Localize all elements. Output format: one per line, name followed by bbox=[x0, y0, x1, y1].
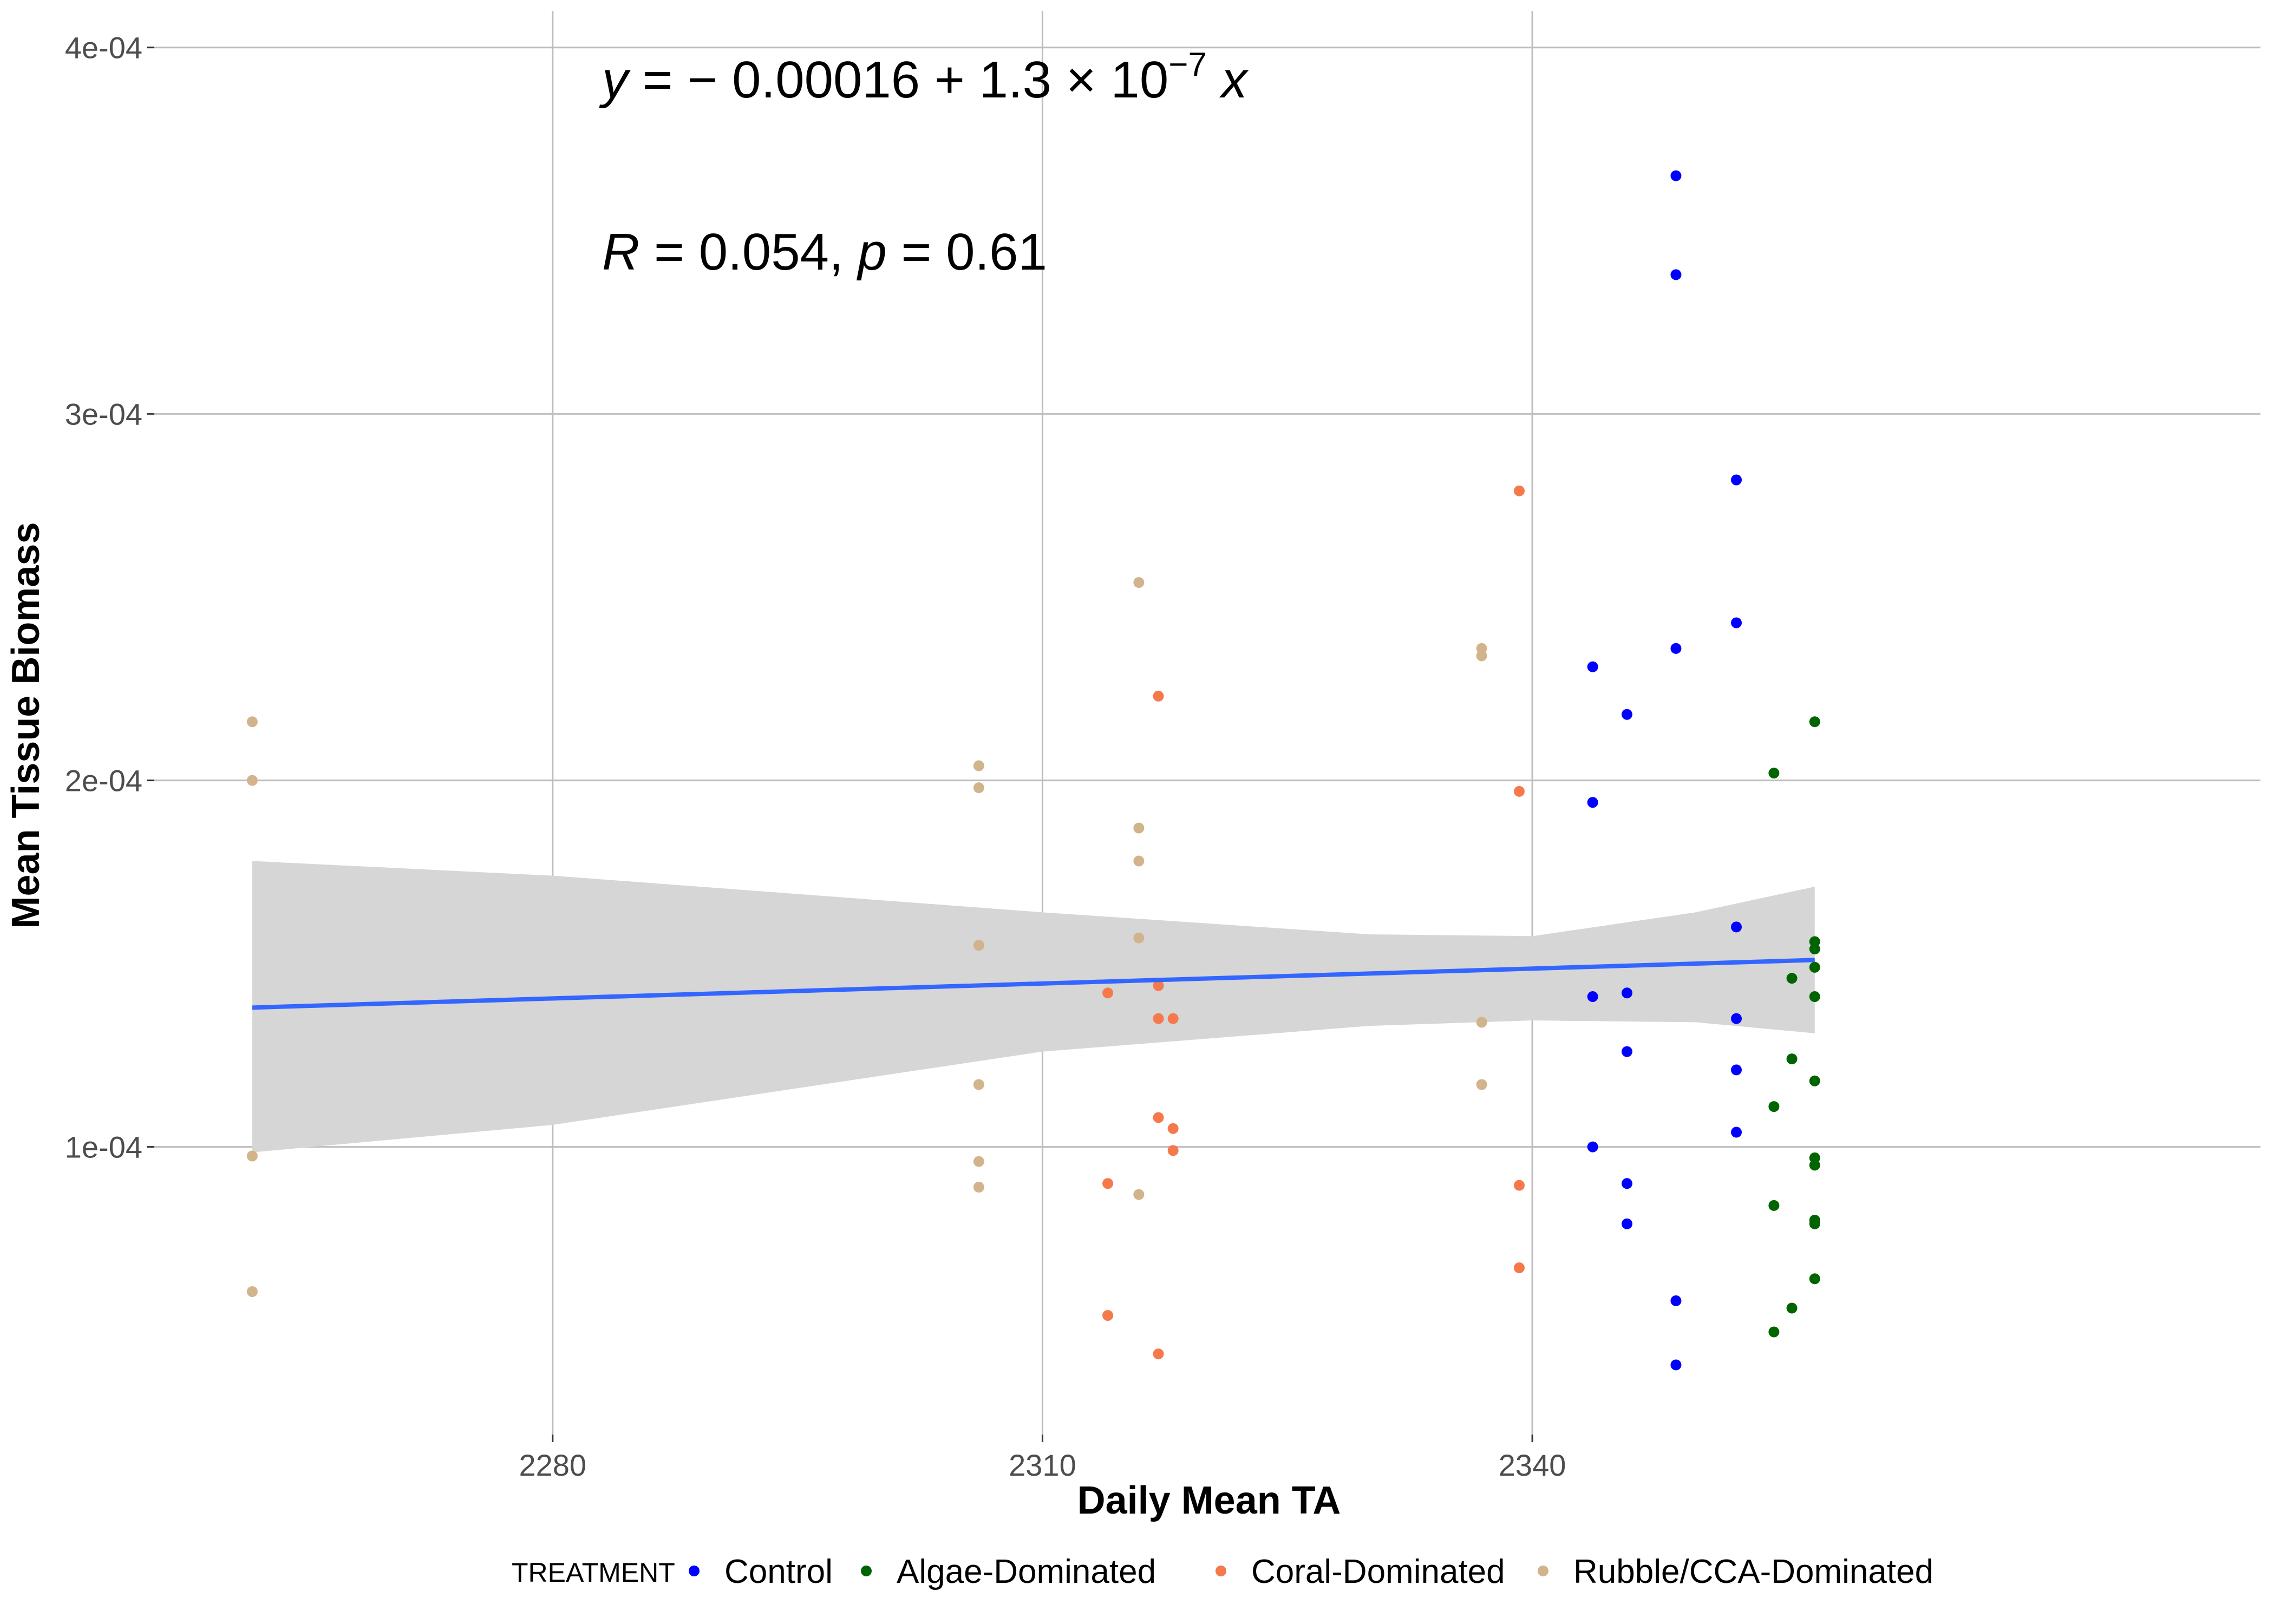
point-coral-dominated bbox=[1153, 1348, 1164, 1360]
point-rubble-cca-dominated bbox=[1476, 1017, 1487, 1028]
point-algae-dominated bbox=[1786, 973, 1798, 984]
point-algae-dominated bbox=[1786, 1053, 1798, 1065]
point-algae-dominated bbox=[1768, 1200, 1780, 1211]
point-algae-dominated bbox=[1786, 1302, 1798, 1314]
point-rubble-cca-dominated bbox=[973, 760, 984, 771]
point-rubble-cca-dominated bbox=[1476, 1079, 1487, 1090]
point-coral-dominated bbox=[1153, 690, 1164, 702]
point-rubble-cca-dominated bbox=[246, 1286, 258, 1297]
point-control bbox=[1587, 1141, 1598, 1152]
legend: TREATMENT Control Algae-Dominated Coral-Dom… bbox=[512, 1553, 1933, 1590]
point-control bbox=[1621, 1046, 1632, 1057]
point-rubble-cca-dominated bbox=[1133, 1189, 1145, 1200]
point-coral-dominated bbox=[1167, 1145, 1179, 1156]
point-coral-dominated bbox=[1102, 987, 1114, 999]
point-algae-dominated bbox=[1809, 1273, 1820, 1285]
legend-key-algae-dominated bbox=[861, 1566, 872, 1576]
point-coral-dominated bbox=[1153, 980, 1164, 991]
y-tick-label: 3e-04 bbox=[65, 397, 142, 431]
point-coral-dominated bbox=[1102, 1309, 1114, 1321]
point-algae-dominated bbox=[1809, 1075, 1820, 1086]
point-control bbox=[1670, 170, 1682, 181]
y-tick-label: 2e-04 bbox=[65, 764, 142, 798]
point-control bbox=[1670, 269, 1682, 280]
point-algae-dominated bbox=[1809, 961, 1820, 973]
point-coral-dominated bbox=[1513, 1262, 1525, 1273]
legend-label-control: Control bbox=[724, 1553, 833, 1590]
point-control bbox=[1731, 474, 1742, 486]
point-rubble-cca-dominated bbox=[973, 1182, 984, 1193]
point-algae-dominated bbox=[1809, 991, 1820, 1003]
point-rubble-cca-dominated bbox=[246, 716, 258, 728]
y-tick-label: 1e-04 bbox=[65, 1130, 142, 1164]
point-control bbox=[1621, 987, 1632, 999]
correlation-stats: R = 0.054, p = 0.61 bbox=[602, 223, 1047, 281]
point-rubble-cca-dominated bbox=[973, 1079, 984, 1090]
point-coral-dominated bbox=[1167, 1013, 1179, 1024]
point-algae-dominated bbox=[1768, 1101, 1780, 1112]
x-tick-label: 2310 bbox=[1009, 1448, 1076, 1482]
point-coral-dominated bbox=[1153, 1112, 1164, 1123]
point-control bbox=[1731, 1064, 1742, 1076]
x-tick-label: 2280 bbox=[519, 1448, 586, 1482]
legend-label-rubble-cca-dominated: Rubble/CCA-Dominated bbox=[1573, 1553, 1933, 1590]
point-control bbox=[1731, 617, 1742, 628]
point-control bbox=[1731, 1013, 1742, 1024]
point-rubble-cca-dominated bbox=[246, 1150, 258, 1162]
point-rubble-cca-dominated bbox=[246, 775, 258, 786]
point-rubble-cca-dominated bbox=[1133, 855, 1145, 867]
point-control bbox=[1670, 1359, 1682, 1371]
x-tick-label: 2340 bbox=[1499, 1448, 1566, 1482]
confidence-band bbox=[252, 861, 1815, 1152]
point-coral-dominated bbox=[1513, 485, 1525, 496]
y-axis-title: Mean Tissue Biomass bbox=[4, 522, 48, 929]
point-rubble-cca-dominated bbox=[973, 1156, 984, 1167]
y-tick-label: 4e-04 bbox=[65, 31, 142, 65]
point-algae-dominated bbox=[1809, 716, 1820, 728]
point-control bbox=[1670, 1295, 1682, 1306]
point-control bbox=[1621, 1218, 1632, 1229]
point-rubble-cca-dominated bbox=[973, 782, 984, 794]
point-coral-dominated bbox=[1167, 1123, 1179, 1134]
legend-key-rubble-cca-dominated bbox=[1538, 1566, 1548, 1576]
point-control bbox=[1587, 661, 1598, 672]
legend-key-coral-dominated bbox=[1216, 1566, 1226, 1576]
legend-key-control bbox=[689, 1566, 700, 1576]
point-rubble-cca-dominated bbox=[973, 940, 984, 951]
point-control bbox=[1621, 709, 1632, 720]
point-algae-dominated bbox=[1809, 1160, 1820, 1171]
point-control bbox=[1621, 1178, 1632, 1189]
point-control bbox=[1587, 991, 1598, 1003]
legend-label-coral-dominated: Coral-Dominated bbox=[1251, 1553, 1505, 1590]
legend-label-algae-dominated: Algae-Dominated bbox=[897, 1553, 1156, 1590]
point-coral-dominated bbox=[1102, 1178, 1114, 1189]
point-rubble-cca-dominated bbox=[1133, 577, 1145, 588]
point-rubble-cca-dominated bbox=[1133, 932, 1145, 944]
regression-line bbox=[252, 958, 1815, 1010]
point-rubble-cca-dominated bbox=[1133, 822, 1145, 834]
point-control bbox=[1670, 643, 1682, 654]
point-algae-dominated bbox=[1768, 768, 1780, 779]
point-control bbox=[1731, 1127, 1742, 1138]
point-coral-dominated bbox=[1513, 1180, 1525, 1191]
point-algae-dominated bbox=[1809, 1218, 1820, 1229]
point-control bbox=[1731, 921, 1742, 933]
point-coral-dominated bbox=[1153, 1013, 1164, 1024]
point-rubble-cca-dominated bbox=[1476, 650, 1487, 662]
point-algae-dominated bbox=[1809, 944, 1820, 955]
regression-equation: y = − 0.00016 + 1.3 × 10−7 x bbox=[599, 46, 1249, 109]
point-control bbox=[1587, 797, 1598, 808]
x-axis-title: Daily Mean TA bbox=[1077, 1479, 1341, 1522]
point-algae-dominated bbox=[1768, 1326, 1780, 1338]
legend-title: TREATMENT bbox=[512, 1557, 675, 1588]
point-coral-dominated bbox=[1513, 785, 1525, 797]
